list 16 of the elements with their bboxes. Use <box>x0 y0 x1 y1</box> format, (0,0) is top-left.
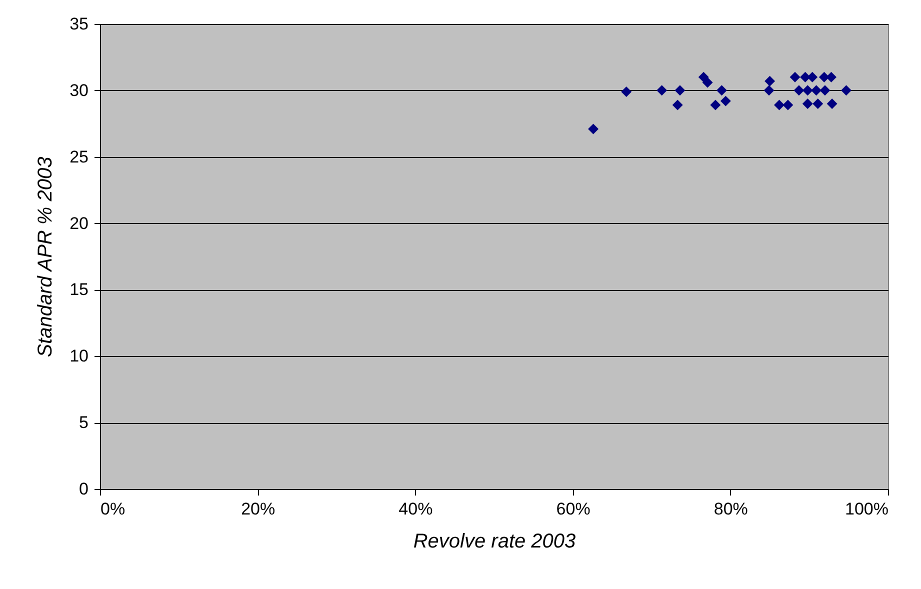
x-tick-label: 100% <box>845 500 888 518</box>
y-tick-label: 25 <box>70 147 88 166</box>
y-tick-label: 35 <box>70 14 88 34</box>
x-tick-label: 60% <box>556 500 590 518</box>
y-tick-label: 0 <box>79 480 88 498</box>
y-tick-label: 15 <box>70 280 88 300</box>
y-axis-title: Standard APR % 2003 <box>34 156 57 358</box>
x-tick-label: 0% <box>100 500 126 518</box>
x-axis-title: Revolve rate 2003 <box>413 530 576 552</box>
x-tick-label: 80% <box>714 500 748 518</box>
y-tick-label: 10 <box>70 346 88 366</box>
y-tick-label: 30 <box>70 80 88 100</box>
x-tick-label: 20% <box>241 500 276 518</box>
x-tick-label: 40% <box>398 500 433 518</box>
y-tick-label: 20 <box>70 214 88 233</box>
y-tick-label: 5 <box>79 413 88 432</box>
